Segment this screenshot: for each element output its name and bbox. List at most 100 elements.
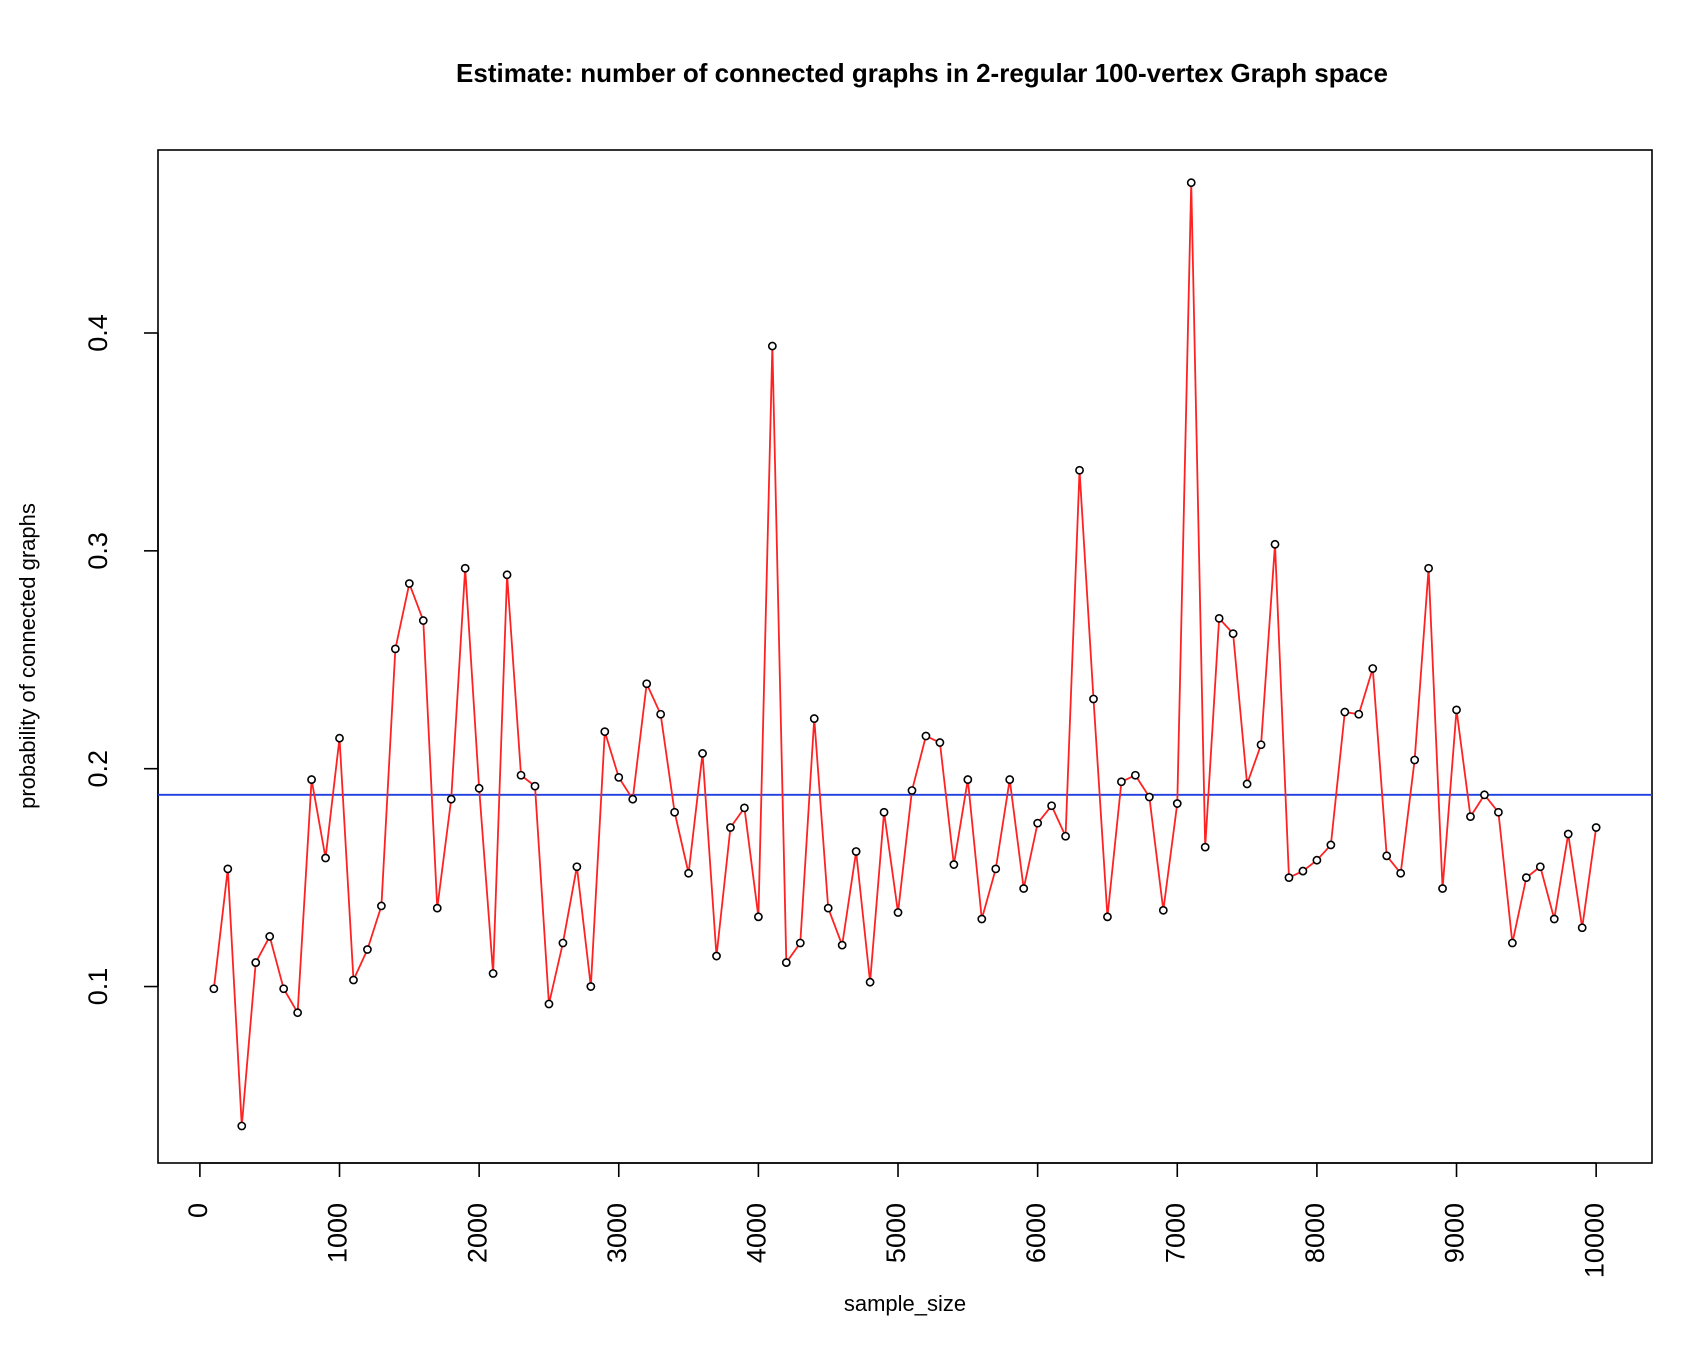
data-point xyxy=(1424,563,1433,573)
x-tick-label: 3000 xyxy=(602,1203,632,1263)
data-point xyxy=(1549,914,1559,924)
data-point xyxy=(1507,938,1517,948)
data-point xyxy=(544,999,554,1009)
x-tick-label: 10000 xyxy=(1579,1203,1609,1278)
data-point xyxy=(767,341,777,351)
data-point xyxy=(1033,818,1043,828)
points-layer xyxy=(209,178,1601,1131)
data-point xyxy=(335,733,344,743)
data-point xyxy=(740,803,749,813)
data-point xyxy=(628,794,638,804)
data-point xyxy=(321,853,330,863)
data-point xyxy=(1354,709,1364,719)
data-point xyxy=(963,775,973,784)
x-tick-label: 1000 xyxy=(323,1203,353,1263)
data-point xyxy=(1172,799,1182,808)
data-point xyxy=(1535,862,1545,872)
plot-frame xyxy=(157,149,1653,1164)
data-point xyxy=(865,977,875,987)
data-point xyxy=(1019,884,1029,893)
data-point xyxy=(1368,664,1378,673)
data-point xyxy=(279,984,289,994)
x-tick-label: 8000 xyxy=(1300,1203,1330,1263)
series-line xyxy=(212,181,1598,1127)
y-tick-label: 0.2 xyxy=(83,750,113,788)
x-axis-title: sample_size xyxy=(844,1291,966,1316)
data-point xyxy=(949,860,959,869)
data-point xyxy=(586,982,596,991)
y-tick-label: 0.3 xyxy=(83,532,113,570)
data-point xyxy=(404,579,414,588)
data-point xyxy=(1563,829,1573,839)
series-layer xyxy=(212,181,1598,1127)
data-point xyxy=(1284,873,1294,883)
data-point xyxy=(921,731,931,741)
data-point xyxy=(265,932,275,941)
data-point xyxy=(600,727,610,737)
data-point xyxy=(1089,694,1098,704)
data-point xyxy=(809,714,819,723)
data-point xyxy=(907,786,917,795)
data-point xyxy=(418,616,428,625)
data-point xyxy=(516,770,526,780)
data-point xyxy=(363,945,372,954)
y-tick-label: 0.4 xyxy=(83,314,113,352)
x-tick-label: 5000 xyxy=(881,1203,911,1263)
data-point xyxy=(935,738,945,747)
data-point xyxy=(349,975,358,985)
data-point xyxy=(1144,792,1154,802)
data-point xyxy=(307,775,316,784)
data-point xyxy=(1382,851,1392,861)
x-tick-label: 4000 xyxy=(742,1203,772,1263)
x-axis: 0 1000 2000 3000 4000 5000 6000 7000 8000 9000 100… xyxy=(183,1162,1609,1278)
data-point xyxy=(572,862,582,872)
data-point xyxy=(293,1008,303,1018)
data-point xyxy=(1410,755,1420,765)
data-point xyxy=(837,940,847,950)
x-tick-label: 7000 xyxy=(1160,1203,1190,1263)
data-point xyxy=(223,864,233,874)
x-tick-label: 6000 xyxy=(1021,1203,1051,1263)
data-point xyxy=(1228,629,1238,639)
data-point xyxy=(502,570,512,580)
data-point xyxy=(698,749,707,758)
data-point xyxy=(1075,465,1084,475)
data-point xyxy=(1117,777,1126,787)
y-axis: 0.1 0.2 0.3 0.4 xyxy=(83,314,159,1006)
data-point xyxy=(209,984,219,994)
data-point xyxy=(977,914,987,924)
data-point xyxy=(251,958,261,967)
data-point xyxy=(753,912,763,922)
data-point xyxy=(558,938,568,948)
data-point xyxy=(1242,779,1252,789)
y-tick-label: 0.1 xyxy=(83,968,113,1006)
data-point xyxy=(1130,770,1140,780)
data-point xyxy=(1103,912,1112,922)
data-point xyxy=(1466,812,1475,822)
x-tick-label: 0 xyxy=(183,1203,213,1218)
data-point xyxy=(1158,905,1168,915)
data-point xyxy=(1521,873,1531,883)
data-point xyxy=(432,903,442,913)
data-point xyxy=(1494,807,1503,817)
data-point xyxy=(390,644,400,654)
data-point xyxy=(530,781,540,791)
data-point xyxy=(474,783,484,793)
data-point xyxy=(851,847,861,856)
data-point xyxy=(460,563,470,573)
data-point xyxy=(614,773,624,782)
data-point xyxy=(1214,613,1224,623)
data-point xyxy=(781,958,791,967)
data-point xyxy=(1340,707,1350,717)
data-point xyxy=(1270,539,1280,549)
data-point xyxy=(377,901,386,911)
data-point xyxy=(1591,823,1601,832)
data-point xyxy=(1061,831,1070,841)
data-point xyxy=(1326,840,1336,850)
data-point xyxy=(1298,866,1308,876)
data-point xyxy=(684,868,693,878)
data-point xyxy=(1256,740,1266,750)
data-point xyxy=(823,903,833,913)
data-point xyxy=(1396,868,1406,878)
